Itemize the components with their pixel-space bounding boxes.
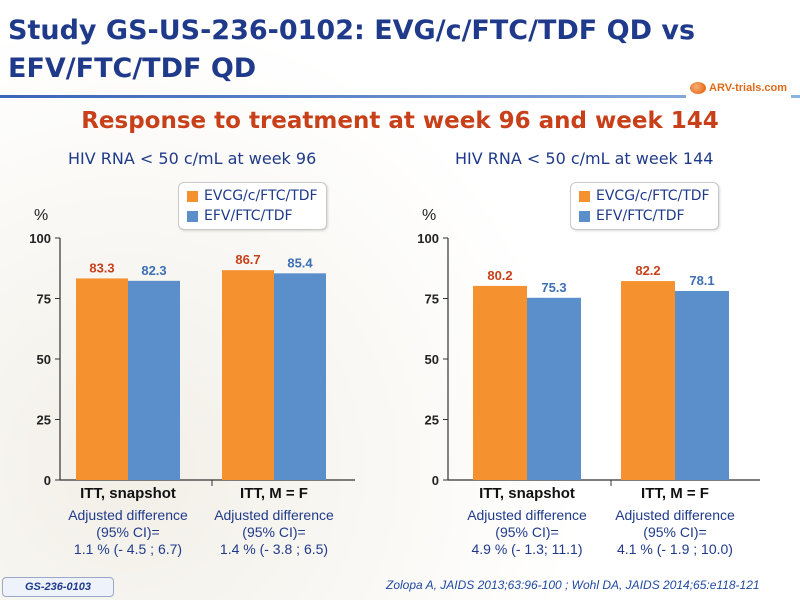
bar [675, 290, 729, 480]
data-label: 82.3 [141, 263, 166, 278]
category-note: Adjusted difference [615, 507, 735, 523]
bar-chart-week144: % 0 25 50 75 100 80.2 75.3 ITT, snapshot Adjusted… [417, 207, 760, 557]
legend-label-series1: EVCG/c/FTC/TDF [204, 188, 318, 204]
legend-item: EVCG/c/FTC/TDF [187, 186, 318, 206]
y-tick-label: 0 [432, 473, 439, 488]
bar [274, 273, 326, 480]
x-tick-label: ITT, M = F [240, 485, 308, 502]
category-note: Adjusted difference [467, 507, 587, 523]
slide-title: Study GS-US-236-0102: EVG/c/FTC/TDF QD v… [8, 15, 696, 84]
y-tick-label: 25 [37, 413, 51, 428]
legend-week96: EVCG/c/FTC/TDF EFV/FTC/TDF [178, 182, 327, 230]
category-note: 1.1 % (- 4.5 ; 6.7) [74, 541, 182, 557]
data-label: 78.1 [689, 273, 714, 288]
category-note: (95% CI)= [242, 524, 305, 540]
legend-swatch-series1 [187, 190, 198, 202]
legend-item: EFV/FTC/TDF [579, 206, 710, 226]
x-tick-label: ITT, snapshot [80, 485, 176, 502]
chart-title-week144: HIV RNA < 50 c/mL at week 144 [455, 149, 714, 168]
legend-item: EFV/FTC/TDF [187, 206, 318, 226]
legend-swatch-series2 [579, 210, 590, 222]
y-tick-label: 50 [37, 352, 51, 367]
x-tick-label: ITT, M = F [641, 485, 709, 502]
legend-week144: EVCG/c/FTC/TDF EFV/FTC/TDF [570, 182, 719, 230]
y-tick-label: 75 [37, 292, 51, 307]
legend-item: EVCG/c/FTC/TDF [579, 186, 710, 206]
legend-label-series2: EFV/FTC/TDF [596, 208, 685, 224]
bar [222, 270, 274, 480]
category-note: (95% CI)= [643, 524, 706, 540]
logo-text: ARV-trials.com [709, 82, 788, 94]
arv-trials-logo: ARV-trials.com [686, 78, 792, 98]
y-tick-label: 0 [44, 473, 51, 488]
category-note: (95% CI)= [495, 524, 558, 540]
data-label: 83.3 [89, 260, 114, 275]
y-tick-label: 100 [417, 231, 439, 246]
y-axis-label: % [34, 207, 48, 224]
x-tick-label: ITT, snapshot [479, 485, 575, 502]
data-label: 75.3 [541, 280, 566, 295]
y-axis-label: % [422, 207, 436, 224]
category-note: 4.9 % (- 1.3; 11.1) [471, 541, 582, 557]
bar [527, 297, 581, 480]
y-tick-label: 100 [29, 231, 51, 246]
bar [621, 281, 675, 480]
category-note: 1.4 % (- 3.8 ; 6.5) [220, 541, 328, 557]
slide-subtitle: Response to treatment at week 96 and wee… [81, 108, 719, 134]
y-tick-label: 50 [425, 352, 439, 367]
data-label: 80.2 [487, 268, 512, 283]
bar-chart-week96: % 0 25 50 75 100 83.3 82.3 ITT, snapshot Adjusted… [29, 207, 355, 557]
legend-swatch-series1 [579, 190, 590, 202]
legend-label-series1: EVCG/c/FTC/TDF [596, 188, 710, 204]
bar [128, 280, 180, 480]
data-label: 82.2 [635, 263, 660, 278]
y-tick-label: 75 [425, 292, 439, 307]
bar [473, 285, 527, 480]
category-note: 4.1 % (- 1.9 ; 10.0) [617, 541, 733, 557]
bar [76, 278, 128, 480]
data-label: 85.4 [287, 255, 313, 270]
reference-citation: Zolopa A, JAIDS 2013;63:96-100 ; Wohl DA… [386, 578, 760, 592]
study-tag: GS-236-0103 [2, 577, 114, 597]
category-note: (95% CI)= [96, 524, 159, 540]
title-divider [0, 95, 800, 98]
category-note: Adjusted difference [214, 507, 334, 523]
chart-title-week96: HIV RNA < 50 c/mL at week 96 [68, 149, 317, 168]
category-note: Adjusted difference [68, 507, 188, 523]
y-tick-label: 25 [425, 413, 439, 428]
legend-swatch-series2 [187, 210, 198, 222]
data-label: 86.7 [235, 252, 260, 267]
logo-mark-icon [690, 82, 706, 94]
legend-label-series2: EFV/FTC/TDF [204, 208, 293, 224]
